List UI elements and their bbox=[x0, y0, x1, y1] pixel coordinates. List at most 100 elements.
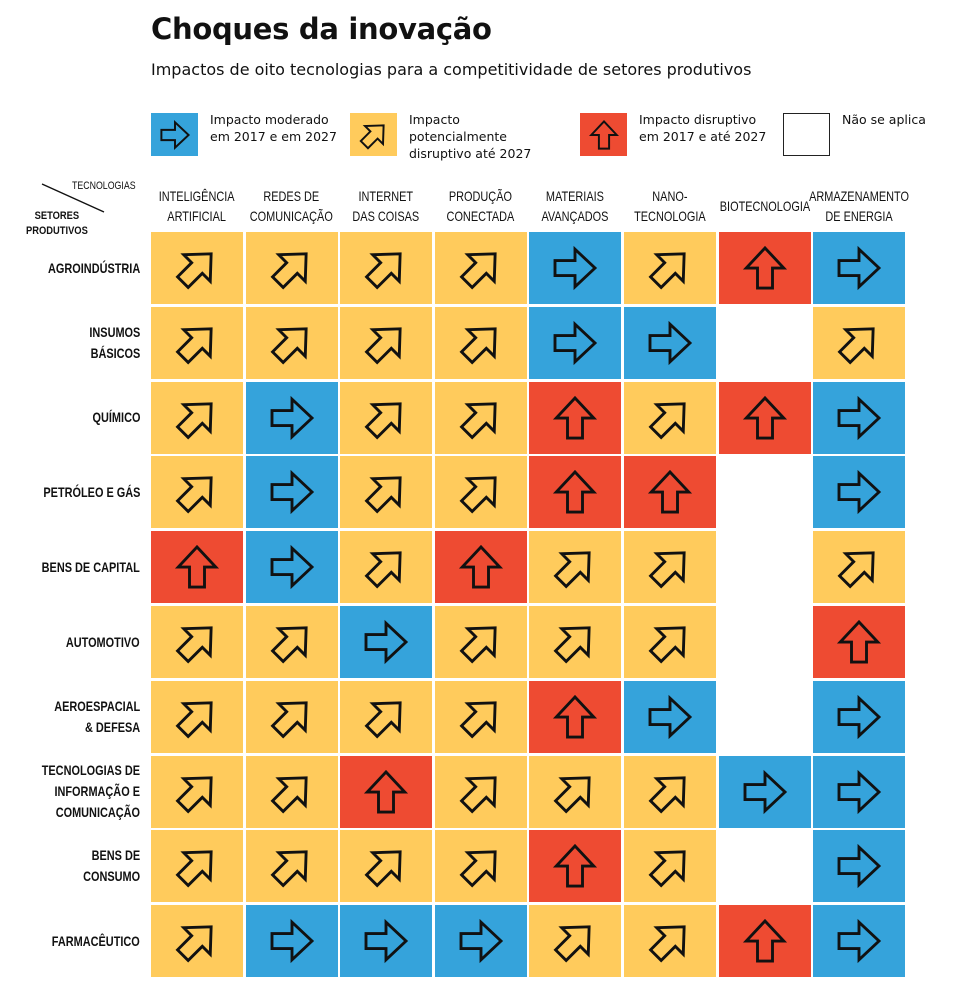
arrow-diagonal-icon bbox=[837, 551, 875, 589]
matrix-cell bbox=[434, 606, 527, 678]
matrix-cell bbox=[434, 306, 527, 379]
arrow-diagonal-icon bbox=[175, 626, 213, 664]
row-header: AGROINDÚSTRIA bbox=[0, 232, 140, 304]
arrow-diagonal-icon bbox=[553, 775, 592, 814]
matrix-cell bbox=[624, 381, 716, 454]
matrix-cell bbox=[813, 606, 906, 678]
corner-divider bbox=[41, 183, 105, 213]
arrow-right-icon bbox=[837, 245, 882, 291]
arrow-diagonal-icon bbox=[175, 925, 213, 963]
matrix-cell bbox=[340, 606, 433, 678]
matrix-cell bbox=[434, 531, 527, 604]
arrow-diagonal-icon bbox=[553, 626, 592, 664]
arrow-diagonal-icon bbox=[648, 775, 686, 814]
matrix-cell bbox=[434, 905, 527, 978]
columns-axis-label: TECNOLOGIAS bbox=[72, 180, 136, 192]
arrow-up-icon bbox=[742, 245, 787, 290]
arrow-right-icon bbox=[553, 245, 598, 291]
arrow-right-icon bbox=[837, 395, 882, 440]
rows-axis-label: SETORES PRODUTIVOS bbox=[26, 209, 88, 239]
matrix-cell bbox=[718, 232, 811, 304]
column-header: INTERNET DAS COISAS bbox=[339, 186, 433, 226]
arrow-up-icon bbox=[742, 919, 787, 963]
matrix-cell bbox=[245, 306, 338, 379]
arrow-right-icon bbox=[159, 119, 190, 150]
column-header: MATERIAIS AVANÇADOS bbox=[528, 186, 622, 226]
arrow-diagonal-icon bbox=[648, 626, 686, 664]
arrow-diagonal-icon bbox=[459, 775, 497, 814]
matrix-cell bbox=[813, 680, 906, 753]
matrix-cell bbox=[434, 381, 527, 454]
matrix-cell bbox=[340, 232, 433, 304]
matrix-cell bbox=[718, 830, 811, 903]
arrow-up-icon bbox=[553, 844, 598, 888]
row-header: AUTOMOTIVO bbox=[0, 606, 140, 678]
arrow-right-icon bbox=[837, 694, 882, 739]
matrix-cell bbox=[151, 755, 243, 828]
arrow-right-icon bbox=[837, 470, 882, 515]
matrix-cell bbox=[718, 531, 811, 604]
arrow-diagonal-icon bbox=[364, 327, 402, 365]
arrow-right-icon bbox=[648, 694, 693, 739]
matrix-cell bbox=[529, 830, 622, 903]
matrix-cell bbox=[434, 755, 527, 828]
column-header-text: INTELIGÊNCIA ARTIFICIAL bbox=[159, 188, 235, 224]
arrow-right-icon bbox=[553, 320, 598, 365]
arrow-diagonal-icon bbox=[553, 925, 592, 963]
arrow-up-icon bbox=[458, 545, 503, 589]
matrix-cell bbox=[340, 531, 433, 604]
arrow-diagonal-icon bbox=[459, 252, 497, 290]
matrix-cell bbox=[624, 232, 716, 304]
arrow-diagonal-icon bbox=[837, 327, 875, 365]
row-header-text: PETRÓLEO E GÁS bbox=[42, 483, 140, 500]
arrow-diagonal-icon bbox=[459, 850, 497, 888]
arrow-diagonal-icon bbox=[364, 850, 402, 888]
arrow-diagonal-icon bbox=[553, 551, 592, 589]
matrix-cell bbox=[245, 905, 338, 978]
arrow-up-icon bbox=[553, 395, 598, 440]
matrix-cell bbox=[624, 830, 716, 903]
matrix-cell bbox=[434, 680, 527, 753]
arrow-diagonal-icon bbox=[459, 401, 497, 440]
matrix-cell bbox=[245, 531, 338, 604]
matrix-cell bbox=[340, 830, 433, 903]
matrix-cell bbox=[529, 306, 622, 379]
arrow-diagonal-icon bbox=[364, 551, 402, 589]
matrix-cell bbox=[718, 381, 811, 454]
row-header-text: AEROESPACIAL & DEFESA bbox=[54, 697, 140, 735]
legend-item: Impacto moderado em 2017 e em 2027 bbox=[151, 112, 360, 156]
matrix-cell bbox=[529, 680, 622, 753]
matrix-cell bbox=[151, 606, 243, 678]
row-header-text: INSUMOS BÁSICOS bbox=[89, 323, 140, 361]
matrix-cell bbox=[813, 830, 906, 903]
column-header-text: BIOTECNOLOGIA bbox=[719, 198, 810, 214]
arrow-diagonal-icon bbox=[270, 626, 308, 664]
column-header: ARMAZENAMENTO DE ENERGIA bbox=[809, 186, 909, 226]
matrix-cell bbox=[529, 606, 622, 678]
matrix-cell bbox=[151, 306, 243, 379]
column-header: REDES DE COMUNICAÇÃO bbox=[245, 186, 339, 226]
row-header: AEROESPACIAL & DEFESA bbox=[0, 681, 140, 753]
matrix-cell bbox=[340, 680, 433, 753]
column-header-text: REDES DE COMUNICAÇÃO bbox=[250, 188, 334, 224]
matrix-cell bbox=[624, 905, 716, 978]
column-header-text: INTERNET DAS COISAS bbox=[352, 188, 420, 224]
matrix-cell bbox=[340, 381, 433, 454]
arrow-right-icon bbox=[364, 619, 409, 665]
arrow-right-icon bbox=[837, 844, 882, 889]
arrow-diagonal-icon bbox=[175, 476, 213, 514]
matrix-cell bbox=[624, 531, 716, 604]
matrix-cell bbox=[340, 306, 433, 379]
row-header: BENS DE CONSUMO bbox=[0, 830, 140, 902]
matrix-cell bbox=[245, 456, 338, 529]
matrix-cell bbox=[245, 680, 338, 753]
matrix-cell bbox=[529, 755, 622, 828]
arrow-diagonal-icon bbox=[459, 626, 497, 664]
matrix-cell bbox=[718, 606, 811, 678]
row-header: QUÍMICO bbox=[0, 382, 140, 454]
arrow-up-icon bbox=[742, 395, 787, 440]
arrow-diagonal-icon bbox=[175, 252, 213, 290]
matrix-cell bbox=[245, 232, 338, 304]
arrow-right-icon bbox=[270, 470, 314, 515]
matrix-cell bbox=[718, 306, 811, 379]
